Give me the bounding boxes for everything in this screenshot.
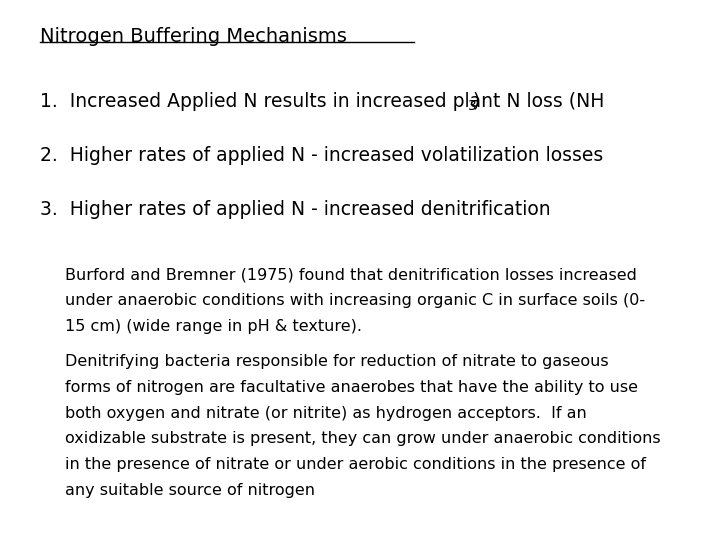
Text: 2.  Higher rates of applied N - increased volatilization losses: 2. Higher rates of applied N - increased… (40, 146, 603, 165)
Text: oxidizable substrate is present, they can grow under anaerobic conditions: oxidizable substrate is present, they ca… (65, 431, 660, 447)
Text: in the presence of nitrate or under aerobic conditions in the presence of: in the presence of nitrate or under aero… (65, 457, 646, 472)
Text: Denitrifying bacteria responsible for reduction of nitrate to gaseous: Denitrifying bacteria responsible for re… (65, 354, 608, 369)
Text: 3: 3 (468, 99, 477, 113)
Text: 15 cm) (wide range in pH & texture).: 15 cm) (wide range in pH & texture). (65, 319, 362, 334)
Text: any suitable source of nitrogen: any suitable source of nitrogen (65, 483, 315, 498)
Text: Nitrogen Buffering Mechanisms: Nitrogen Buffering Mechanisms (40, 27, 346, 46)
Text: 1.  Increased Applied N results in increased plant N loss (NH: 1. Increased Applied N results in increa… (40, 92, 604, 111)
Text: forms of nitrogen are facultative anaerobes that have the ability to use: forms of nitrogen are facultative anaero… (65, 380, 638, 395)
Text: 3.  Higher rates of applied N - increased denitrification: 3. Higher rates of applied N - increased… (40, 200, 550, 219)
Text: under anaerobic conditions with increasing organic C in surface soils (0-: under anaerobic conditions with increasi… (65, 293, 645, 308)
Text: both oxygen and nitrate (or nitrite) as hydrogen acceptors.  If an: both oxygen and nitrate (or nitrite) as … (65, 406, 587, 421)
Text: ): ) (473, 92, 480, 111)
Text: Burford and Bremner (1975) found that denitrification losses increased: Burford and Bremner (1975) found that de… (65, 267, 636, 282)
